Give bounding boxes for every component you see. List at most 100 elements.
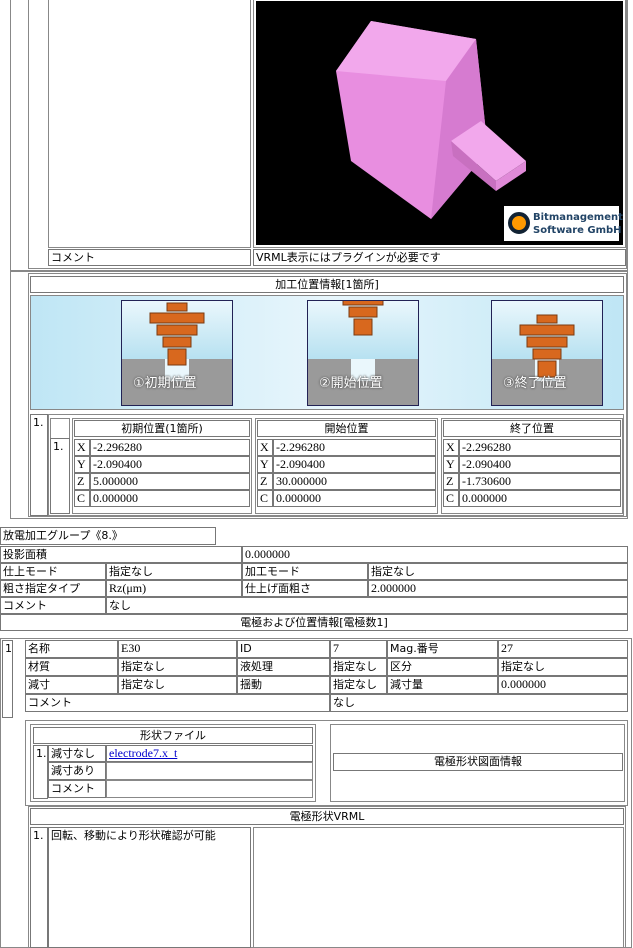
cell: コメント — [48, 249, 251, 266]
cell: 粗さ指定タイプ — [0, 580, 106, 597]
cell: 電極形状図面情報 — [333, 753, 623, 771]
cell: Rz(μm) — [106, 580, 242, 597]
cell: -2.090400 — [459, 456, 621, 473]
cell: VRML表示にはプラグインが必要です — [253, 249, 626, 266]
cell: 仕上モード — [0, 563, 106, 580]
cell: コメント — [25, 694, 330, 712]
frame — [255, 418, 438, 514]
cell: ID — [237, 640, 330, 658]
cell: -2.296280 — [459, 439, 621, 456]
cell: 0.000000 — [90, 490, 250, 507]
cell: Z — [257, 473, 273, 490]
step-figure — [121, 300, 233, 406]
cell: 回転、移動により形状確認が可能 — [48, 827, 251, 948]
illustration: ①初期位置 ②開始位置 ③終了位置 — [30, 295, 624, 410]
cell: 区分 — [387, 658, 498, 676]
cell: X — [257, 439, 273, 456]
cell: 放電加工グループ《8.》 — [0, 527, 216, 545]
frame — [253, 827, 624, 948]
step-label: ③終了位置 — [503, 376, 567, 391]
cell: 開始位置 — [257, 420, 436, 437]
cell: 名称 — [25, 640, 118, 658]
cell: 0.000000 — [242, 546, 628, 563]
cell: 1. — [33, 745, 48, 799]
cell: 0.000000 — [459, 490, 621, 507]
cell: C — [74, 490, 90, 507]
cell[interactable]: electrode7.x_t — [106, 745, 313, 762]
cell: 0.000000 — [273, 490, 436, 507]
frame — [28, 0, 627, 269]
cell: -2.090400 — [273, 456, 436, 473]
cell: なし — [330, 694, 628, 712]
cell: 指定なし — [498, 658, 628, 676]
frame — [106, 780, 313, 798]
cell: 初期位置(1箇所) — [74, 420, 250, 437]
cell: 形状ファイル — [33, 727, 313, 744]
vrml-image: Bitmanagement Software GmbH — [256, 1, 623, 245]
cell: なし — [106, 597, 628, 614]
cell: 指定なし — [368, 563, 628, 580]
frame — [10, 271, 628, 519]
cell: 電極形状VRML — [30, 808, 624, 825]
frame — [106, 762, 313, 780]
cell: コメント — [0, 597, 106, 614]
cell: 加工位置情報[1箇所] — [30, 276, 624, 293]
cell: 揺動 — [237, 676, 330, 694]
step-figure — [307, 296, 419, 406]
cell: 7 — [330, 640, 387, 658]
cell: 2.000000 — [368, 580, 628, 597]
step-figure — [491, 300, 603, 406]
cell: Y — [74, 456, 90, 473]
cell: -2.296280 — [90, 439, 250, 456]
cell: Z — [443, 473, 459, 490]
cell: 減寸あり — [48, 762, 106, 780]
cell: X — [74, 439, 90, 456]
cell: 加工モード — [242, 563, 368, 580]
cell: 0.000000 — [498, 676, 628, 694]
frame — [441, 418, 623, 514]
frame — [48, 0, 251, 248]
cell: 終了位置 — [443, 420, 621, 437]
logo-text: Bitmanagement — [533, 212, 623, 223]
cell: 1. — [30, 414, 48, 516]
cell: -1.730600 — [459, 473, 621, 490]
frame — [28, 273, 627, 517]
cell: 1. — [2, 640, 13, 718]
cell: 電極および位置情報[電極数1] — [0, 614, 628, 631]
cell: Y — [257, 456, 273, 473]
frame — [48, 414, 624, 516]
frame — [72, 418, 252, 514]
cell: 減寸量 — [387, 676, 498, 694]
cell: C — [257, 490, 273, 507]
cell: -2.296280 — [273, 439, 436, 456]
cell: 仕上げ面粗さ — [242, 580, 368, 597]
cell: コメント — [48, 780, 106, 798]
vrml-view: Bitmanagement Software GmbH — [253, 0, 626, 248]
cell: -2.090400 — [90, 456, 250, 473]
frame — [25, 720, 628, 806]
cell: 指定なし — [118, 658, 237, 676]
frame — [10, 0, 628, 271]
cell: 指定なし — [330, 676, 387, 694]
cell: X — [443, 439, 459, 456]
frame — [330, 724, 625, 802]
cell: 指定なし — [118, 676, 237, 694]
cell: 1. — [50, 438, 70, 514]
cell: 1. — [30, 827, 48, 948]
step-label: ①初期位置 — [133, 376, 197, 391]
cell: 指定なし — [106, 563, 242, 580]
cell: Y — [443, 456, 459, 473]
cell: 30.000000 — [273, 473, 436, 490]
cell: 減寸 — [25, 676, 118, 694]
logo-text: Software GmbH — [533, 225, 622, 236]
cell: 5.000000 — [90, 473, 250, 490]
frame — [30, 724, 316, 802]
step-label: ②開始位置 — [319, 376, 383, 391]
cell: E30 — [118, 640, 237, 658]
cell: 27 — [498, 640, 628, 658]
cell: Z — [74, 473, 90, 490]
cell: 液処理 — [237, 658, 330, 676]
cell: Mag.番号 — [387, 640, 498, 658]
cell: C — [443, 490, 459, 507]
